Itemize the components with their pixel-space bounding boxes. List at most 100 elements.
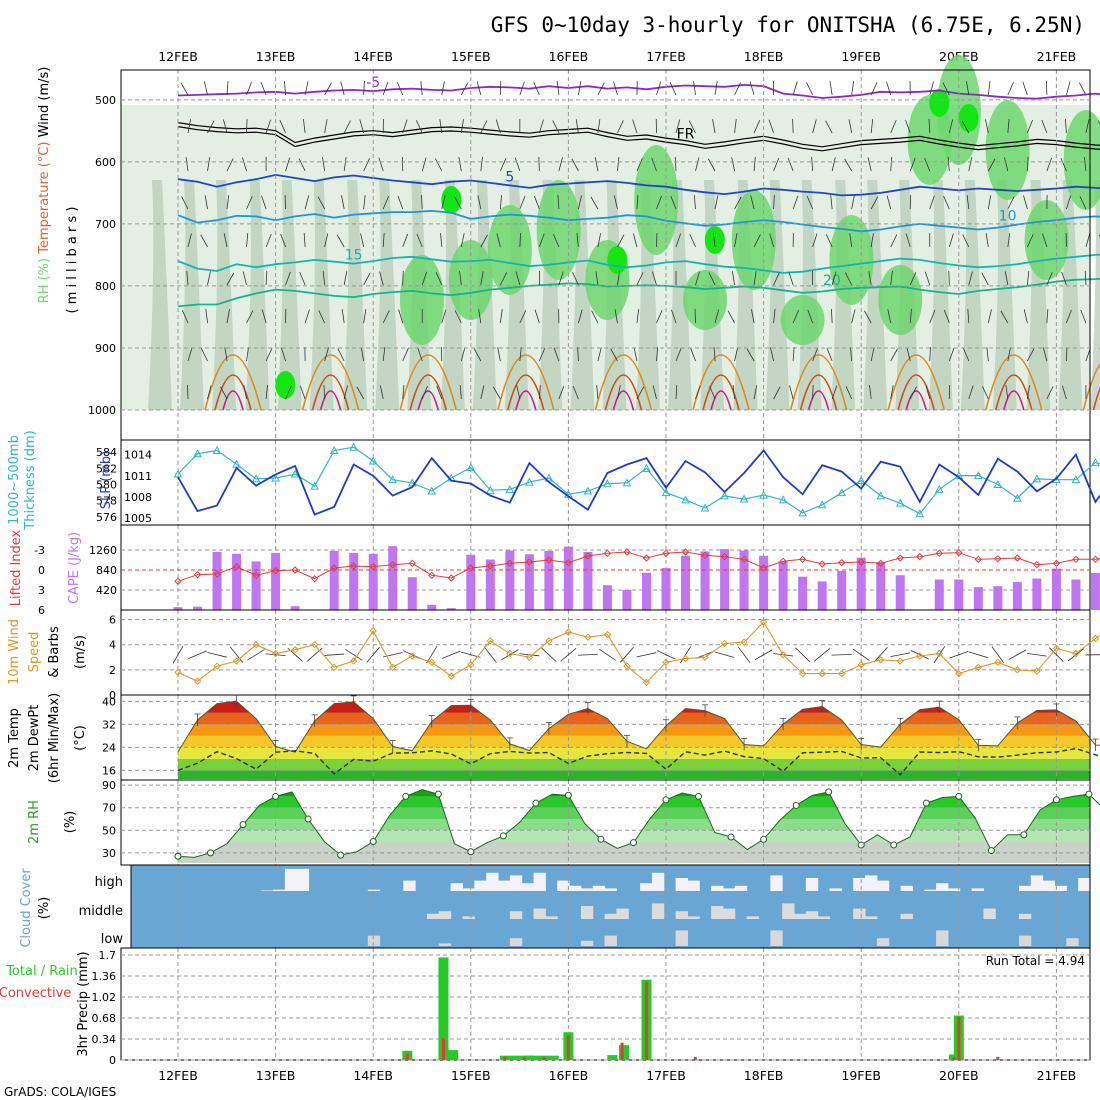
wind-barb	[519, 310, 527, 324]
isotherm-30	[1092, 387, 1100, 411]
wind-barb	[890, 234, 898, 248]
rh-column	[180, 180, 204, 410]
isotherm-35	[417, 390, 439, 411]
grads-credit: GrADS: COLA/IGES	[4, 1085, 116, 1099]
precip-tick: 0.34	[92, 1033, 117, 1046]
wind-ylabel-2: Speed	[27, 632, 42, 673]
wind-barb	[402, 233, 409, 248]
rh-point	[337, 851, 345, 859]
wind-barb	[617, 120, 624, 134]
thickness-point	[310, 481, 319, 490]
wind-barb	[1046, 309, 1049, 324]
wind-barb	[770, 347, 774, 362]
wind-barb	[1066, 195, 1072, 210]
wind-barb	[538, 385, 541, 400]
wind-barb	[617, 157, 620, 172]
rh-point	[272, 792, 280, 800]
thickness-point	[700, 503, 710, 512]
wind-barb	[890, 271, 893, 286]
wind-barb	[436, 385, 443, 400]
wind-barb	[514, 157, 521, 172]
wind-barb	[360, 233, 365, 248]
wind-barb	[734, 119, 737, 134]
thickness-point	[525, 477, 534, 486]
lifted-index-point	[1091, 555, 1100, 564]
wind10m-barb	[501, 649, 519, 661]
wind-barb	[632, 233, 638, 248]
rh-column	[1090, 180, 1100, 410]
rh-point	[760, 835, 768, 843]
wind-barb	[1042, 233, 1048, 248]
wind-barb	[807, 309, 814, 324]
wind-barb	[396, 81, 404, 96]
cape-bar	[720, 549, 730, 610]
date-label-bottom: 14FEB	[353, 1068, 393, 1083]
temp-tick: 40	[102, 695, 116, 708]
lifted-index-point	[232, 562, 241, 571]
wind-barb	[318, 310, 326, 324]
lifted-index-point	[955, 548, 963, 557]
wind-barb	[597, 82, 605, 96]
wind-barb	[460, 233, 465, 248]
wind-barb	[317, 196, 325, 210]
wind-barb	[1078, 82, 1087, 96]
rh-point	[1085, 790, 1093, 798]
wind-barb	[415, 120, 423, 134]
precip-convective-bar	[542, 1056, 546, 1060]
lifted-index-point	[720, 552, 729, 561]
wind-barb	[753, 385, 758, 400]
wind-barb	[925, 385, 931, 400]
wind-barb	[416, 233, 423, 248]
lifted-index-point	[701, 551, 709, 560]
rh-point	[922, 799, 930, 807]
wind-barb	[492, 386, 501, 400]
wind10m-barb	[949, 650, 969, 659]
wind-barb	[985, 119, 989, 134]
rh-point	[890, 841, 898, 849]
lifted-index-point	[349, 562, 358, 570]
wind-barb	[343, 271, 348, 286]
wind-barb	[283, 81, 286, 96]
chart-title: GFS 0~10day 3-hourly for ONITSHA (6.75E,…	[491, 13, 1085, 37]
wind-barb	[870, 196, 879, 210]
wind-barb	[323, 384, 326, 400]
wind-barb	[363, 195, 366, 210]
thickness-point	[193, 449, 202, 458]
cape-bar	[407, 577, 417, 610]
wind-barb	[1023, 195, 1028, 210]
pressure-tick: 600	[95, 156, 116, 169]
wind-barb	[578, 309, 583, 324]
wind-barb	[905, 119, 911, 134]
wind-barb	[750, 195, 755, 210]
wind-speed-point	[818, 669, 826, 678]
wind-barb	[845, 386, 853, 400]
thickness-point	[1071, 475, 1081, 484]
wind-barb	[792, 81, 798, 96]
cloud-mid-block	[782, 903, 795, 919]
isotherm-line	[177, 277, 1100, 308]
isotherm-25	[301, 354, 360, 411]
cloud-mid-block	[865, 916, 878, 919]
wind-barb	[690, 347, 696, 362]
wind-barb	[341, 195, 345, 210]
rh-green-patch	[780, 295, 825, 345]
cape-bar	[485, 559, 495, 610]
wind-barb	[516, 385, 521, 400]
wind-barb	[675, 347, 682, 362]
wind-barb	[303, 233, 306, 248]
wind-barb	[557, 195, 560, 210]
wind-speed-point	[994, 658, 1002, 667]
dewpoint-line	[177, 747, 1100, 776]
ylabel-part: RH (%)	[37, 254, 52, 304]
rh-point	[662, 796, 670, 804]
wind-speed-point	[545, 637, 553, 645]
lifted-index-point	[1013, 554, 1022, 562]
wind-barb	[1026, 156, 1029, 172]
cape-bar	[856, 557, 866, 610]
rh-bright-patch	[607, 246, 628, 274]
wind-speed-point	[271, 649, 280, 658]
wind-barb	[1065, 119, 1067, 134]
precip-convective-bar	[693, 1056, 697, 1060]
isotherm-30	[604, 374, 643, 411]
lifted-index-point	[545, 556, 553, 564]
